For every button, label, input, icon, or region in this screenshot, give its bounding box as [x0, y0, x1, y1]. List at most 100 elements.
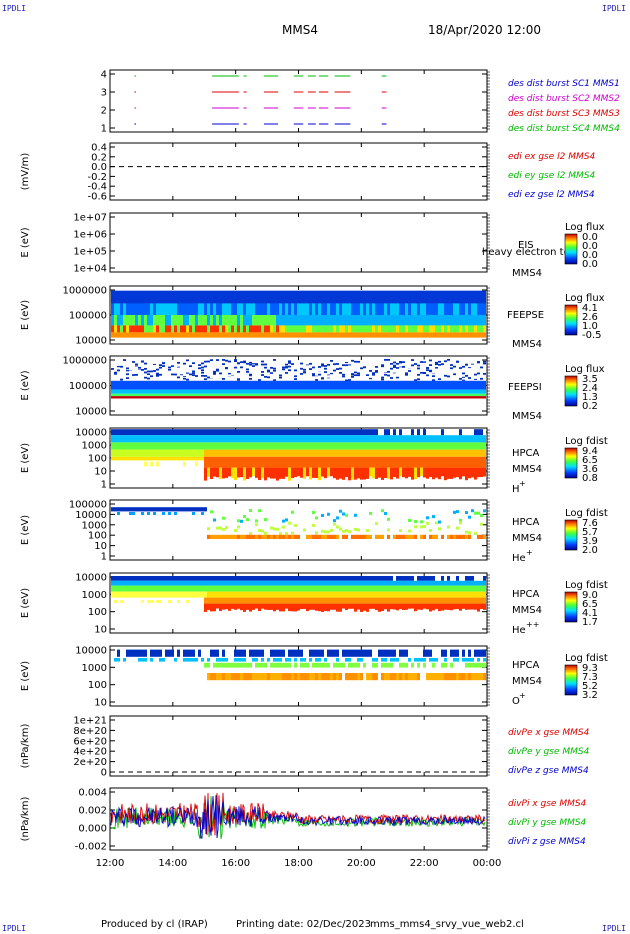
- heatmap-cell: [270, 315, 273, 326]
- heatmap-cell: [408, 315, 411, 326]
- heatmap-cell: [453, 365, 456, 368]
- species-label: He: [512, 625, 526, 636]
- heatmap-cell: [402, 603, 405, 611]
- heatmap-cell: [216, 576, 219, 581]
- heatmap-cell: [411, 456, 414, 468]
- heatmap-cell: [279, 576, 282, 581]
- heatmap-cell: [369, 435, 372, 443]
- heatmap-cell: [402, 662, 405, 668]
- heatmap-cell: [219, 597, 222, 604]
- heatmap-cell: [315, 332, 318, 338]
- heatmap-cell: [240, 362, 243, 365]
- heatmap-cell: [315, 435, 318, 443]
- heatmap-cell: [249, 580, 252, 586]
- heatmap-cell: [123, 369, 126, 372]
- heatmap-cell: [147, 325, 150, 333]
- heatmap-cell: [126, 369, 129, 372]
- heatmap-cell: [138, 585, 141, 592]
- heatmap-cell: [402, 290, 405, 306]
- heatmap-cell: [336, 456, 339, 468]
- heatmap-cell: [222, 363, 225, 366]
- heatmap-cell: [237, 519, 240, 523]
- heatmap-cell: [204, 456, 207, 468]
- heatmap-cell: [153, 456, 156, 461]
- heatmap-cell: [399, 303, 402, 315]
- heatmap-cell: [114, 600, 117, 603]
- heatmap-cell: [222, 449, 225, 457]
- heatmap-cell: [357, 372, 360, 375]
- heatmap-cell: [372, 375, 375, 378]
- heatmap-cell: [432, 515, 435, 519]
- heatmap-cell: [165, 396, 168, 399]
- heatmap-cell: [114, 429, 117, 436]
- heatmap-cell: [234, 435, 237, 443]
- heatmap-cell: [378, 325, 381, 333]
- heatmap-cell: [417, 603, 420, 610]
- heatmap-cell: [147, 442, 150, 450]
- heatmap-cell: [246, 429, 249, 436]
- heatmap-cell: [318, 325, 321, 333]
- heatmap-cell: [465, 585, 468, 592]
- heatmap-cell: [408, 467, 411, 477]
- heatmap-cell: [456, 442, 459, 450]
- heatmap-cell: [417, 370, 420, 373]
- heatmap-cell: [450, 449, 453, 457]
- heatmap-cell: [150, 456, 153, 461]
- heatmap-cell: [285, 325, 288, 333]
- heatmap-cell: [267, 580, 270, 586]
- heatmap-cell: [261, 662, 264, 668]
- heatmap-cell: [345, 658, 348, 662]
- heatmap-cell: [465, 467, 468, 481]
- heatmap-cell: [219, 585, 222, 592]
- heatmap-cell: [219, 332, 222, 338]
- heatmap-cell: [261, 585, 264, 592]
- heatmap-cell: [363, 389, 366, 394]
- heatmap-cell: [324, 534, 327, 539]
- heatmap-cell: [156, 649, 159, 657]
- heatmap-cell: [177, 389, 180, 394]
- heatmap-cell: [351, 456, 354, 468]
- heatmap-cell: [474, 303, 477, 315]
- heatmap-cell: [234, 597, 237, 604]
- heatmap-cell: [123, 580, 126, 586]
- heatmap-cell: [336, 442, 339, 450]
- instrument-label: FEEPSI: [508, 382, 542, 393]
- heatmap-cell: [258, 534, 261, 539]
- heatmap-cell: [117, 290, 120, 306]
- heatmap-cell: [303, 603, 306, 609]
- heatmap-cell: [309, 585, 312, 592]
- heatmap-cell: [300, 673, 303, 681]
- heatmap-cell: [417, 332, 420, 338]
- spacecraft-label: MMS4: [512, 676, 542, 687]
- heatmap-cell: [441, 332, 444, 338]
- heatmap-cell: [444, 673, 447, 681]
- heatmap-cell: [348, 591, 351, 598]
- heatmap-cell: [201, 442, 204, 450]
- heatmap-cell: [237, 662, 240, 668]
- heatmap-cell: [426, 369, 429, 372]
- heatmap-cell: [273, 534, 276, 539]
- heatmap-cell: [279, 325, 282, 333]
- heatmap-cell: [315, 396, 318, 399]
- heatmap-cell: [153, 315, 156, 326]
- heatmap-cell: [456, 510, 459, 514]
- heatmap-cell: [429, 649, 432, 657]
- heatmap-cell: [363, 597, 366, 604]
- heatmap-cell: [189, 377, 192, 380]
- heatmap-cell: [300, 389, 303, 394]
- heatmap-cell: [420, 325, 423, 333]
- heatmap-cell: [408, 658, 411, 662]
- heatmap-cell: [471, 303, 474, 315]
- heatmap-cell: [264, 332, 267, 338]
- heatmap-cell: [330, 393, 333, 397]
- heatmap-cell: [483, 442, 486, 450]
- heatmap-cell: [213, 370, 216, 373]
- heatmap-cell: [351, 534, 354, 539]
- heatmap-cell: [207, 435, 210, 443]
- heatmap-cell: [351, 580, 354, 586]
- heatmap-cell: [387, 597, 390, 604]
- heatmap-cell: [468, 580, 471, 586]
- heatmap-cell: [468, 396, 471, 399]
- heatmap-cell: [345, 315, 348, 326]
- heatmap-cell: [420, 467, 423, 477]
